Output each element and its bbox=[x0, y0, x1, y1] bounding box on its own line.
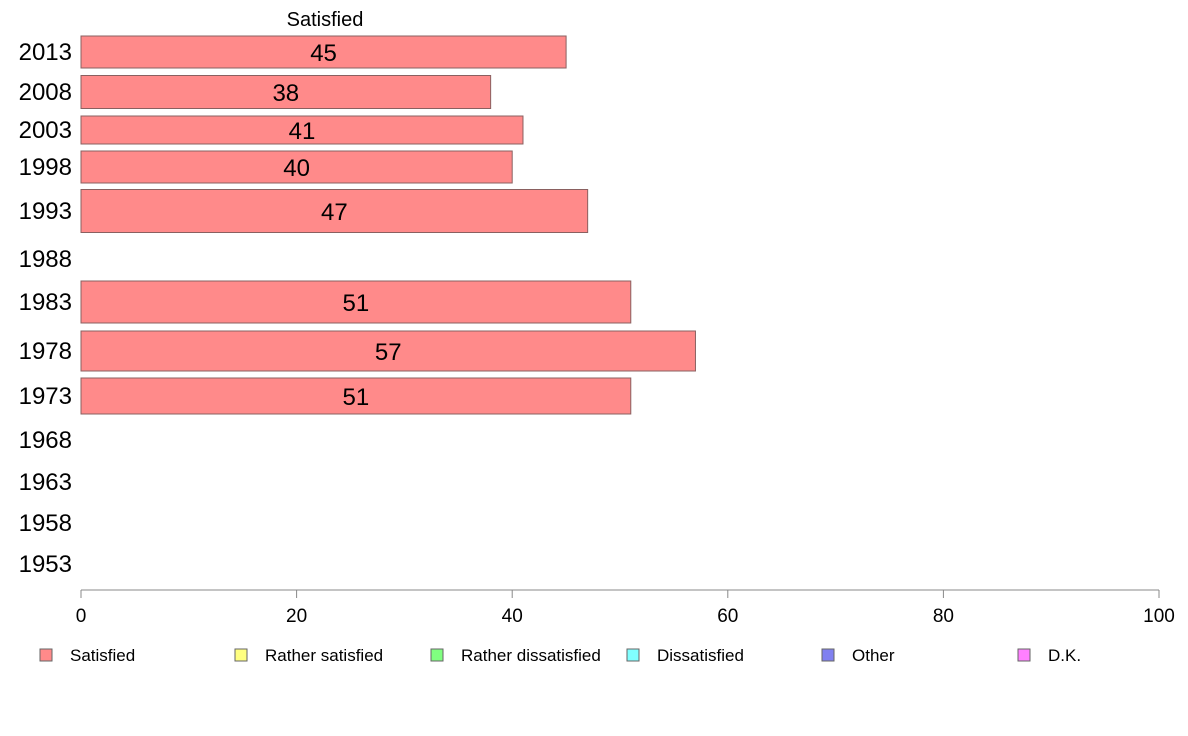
bar-satisfied bbox=[80, 150, 513, 184]
year-label: 1953 bbox=[19, 551, 72, 578]
x-tick-label: 80 bbox=[933, 606, 954, 627]
legend-label: D.K. bbox=[1048, 646, 1081, 665]
legend-swatch bbox=[1017, 648, 1031, 662]
labels-layer: 2013 45 2008 38 2003 41 1998 40 1993 47 1988 1983 51… bbox=[19, 39, 402, 578]
legend-swatch bbox=[234, 648, 248, 662]
legend-swatch bbox=[821, 648, 835, 662]
year-label: 1978 bbox=[19, 338, 72, 365]
column-header: Satisfied bbox=[287, 9, 364, 31]
x-axis: 0 20 40 60 80 100 bbox=[76, 589, 1175, 627]
legend-label: Rather satisfied bbox=[265, 646, 383, 665]
year-label: 1958 bbox=[19, 510, 72, 537]
x-tick-label: 40 bbox=[502, 606, 523, 627]
year-label: 2008 bbox=[19, 79, 72, 106]
x-tick-label: 60 bbox=[717, 606, 738, 627]
x-tick-label: 0 bbox=[76, 606, 87, 627]
bar-value-label: 40 bbox=[283, 155, 310, 182]
year-label: 1993 bbox=[19, 198, 72, 225]
bars-layer bbox=[80, 35, 696, 415]
x-tick-label: 100 bbox=[1143, 606, 1175, 627]
legend-label: Rather dissatisfied bbox=[461, 646, 601, 665]
x-tick-label: 20 bbox=[286, 606, 307, 627]
bar-value-label: 41 bbox=[289, 118, 316, 145]
bar-satisfied bbox=[80, 115, 524, 145]
bar-satisfied bbox=[80, 280, 632, 324]
bar-value-label: 51 bbox=[343, 384, 370, 411]
legend-label: Dissatisfied bbox=[657, 646, 744, 665]
bar-value-label: 38 bbox=[272, 80, 299, 107]
bar-value-label: 47 bbox=[321, 199, 348, 226]
legend-label: Satisfied bbox=[70, 646, 135, 665]
bar-satisfied bbox=[80, 377, 632, 415]
year-label: 1968 bbox=[19, 427, 72, 454]
year-label: 1998 bbox=[19, 154, 72, 181]
bar-value-label: 45 bbox=[310, 40, 337, 67]
legend-swatch bbox=[626, 648, 640, 662]
bar-satisfied bbox=[80, 75, 492, 109]
bar-value-label: 57 bbox=[375, 339, 402, 366]
year-label: 1983 bbox=[19, 289, 72, 316]
year-label: 1988 bbox=[19, 246, 72, 273]
bar-value-label: 51 bbox=[343, 290, 370, 317]
year-label: 1963 bbox=[19, 469, 72, 496]
legend-swatch bbox=[39, 648, 53, 662]
year-label: 1973 bbox=[19, 383, 72, 410]
bar-satisfied bbox=[80, 35, 567, 69]
bar-satisfied bbox=[80, 189, 589, 233]
legend-label: Other bbox=[852, 646, 895, 665]
year-label: 2003 bbox=[19, 117, 72, 144]
legend: Satisfied Rather satisfied Rather dissatis… bbox=[39, 646, 1081, 665]
year-label: 2013 bbox=[19, 39, 72, 66]
legend-swatch bbox=[430, 648, 444, 662]
bar-satisfied bbox=[80, 330, 696, 372]
